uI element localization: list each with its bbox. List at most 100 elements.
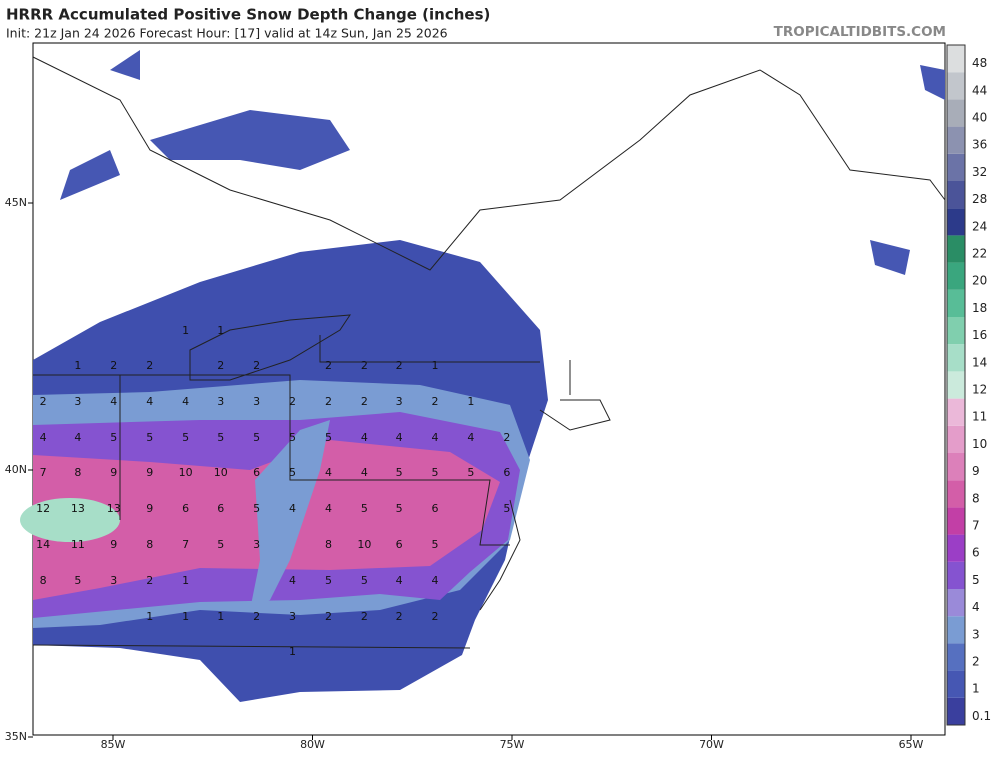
snow-value: 2 — [431, 610, 438, 623]
snow-value: 8 — [146, 538, 153, 551]
snow-value: 5 — [74, 574, 81, 587]
snow-value: 2 — [217, 359, 224, 372]
colorbar-label: 0.1 — [972, 709, 991, 723]
snow-value: 4 — [110, 395, 117, 408]
colorbar-label: 20 — [972, 274, 987, 288]
colorbar-swatch — [947, 45, 965, 73]
snow-value: 6 — [396, 538, 403, 551]
snow-value: 3 — [253, 538, 260, 551]
snow-value: 5 — [396, 466, 403, 479]
colorbar-swatch — [947, 561, 965, 589]
snow-value: 5 — [110, 431, 117, 444]
site: TROPICALTIDBITS.COM — [774, 24, 946, 40]
colorbar-label: 9 — [972, 464, 980, 478]
lon-label: 65W — [899, 738, 924, 751]
colorbar-swatch — [947, 344, 965, 372]
lon-label: 70W — [699, 738, 724, 751]
colorbar-swatch — [947, 153, 965, 181]
snow-value: 13 — [71, 502, 85, 515]
snow-value: 10 — [357, 538, 371, 551]
lat-label: 35N — [5, 730, 27, 743]
snow-value: 1 — [217, 324, 224, 337]
snow-value: 4 — [396, 431, 403, 444]
lat-label: 40N — [5, 463, 27, 476]
snow-value: 1 — [467, 395, 474, 408]
snow-value: 4 — [74, 431, 81, 444]
colorbar-swatch — [947, 181, 965, 209]
snow-value: 2 — [146, 574, 153, 587]
snow-value: 2 — [396, 359, 403, 372]
snow-value: 7 — [182, 538, 189, 551]
snow-value: 4 — [361, 466, 368, 479]
snow-value: 12 — [36, 502, 50, 515]
colorbar-swatch — [947, 208, 965, 236]
colorbar-swatch — [947, 425, 965, 453]
subtitle: Init: 21z Jan 24 2026 Forecast Hour: [17… — [6, 26, 448, 41]
snow-value: 1 — [146, 610, 153, 623]
snow-value: 4 — [325, 502, 332, 515]
colorbar-swatch — [947, 643, 965, 671]
snow-value: 2 — [253, 359, 260, 372]
colorbar-label: 22 — [972, 247, 987, 261]
colorbar-label: 16 — [972, 328, 987, 342]
colorbar-label: 44 — [972, 83, 987, 97]
colorbar-swatch — [947, 371, 965, 399]
snow-value: 3 — [396, 395, 403, 408]
snow-value: 1 — [182, 574, 189, 587]
snow-value: 5 — [361, 502, 368, 515]
lon-label: 80W — [300, 738, 325, 751]
snow-value: 2 — [361, 359, 368, 372]
colorbar: 0.11234567891011121416182022242832364044… — [946, 44, 991, 726]
boundaries — [32, 56, 946, 649]
colorbar-frame — [946, 44, 966, 726]
snow-value: 7 — [40, 466, 47, 479]
snow-value: 4 — [431, 431, 438, 444]
map — [20, 42, 946, 736]
snow-value: 1 — [74, 359, 81, 372]
snow-value: 1 — [431, 359, 438, 372]
snow-value: 5 — [431, 538, 438, 551]
title: HRRR Accumulated Positive Snow Depth Cha… — [6, 6, 490, 24]
colorbar-label: 14 — [972, 355, 987, 369]
snow-value: 5 — [182, 431, 189, 444]
snow-value: 2 — [325, 359, 332, 372]
colorbar-label: 4 — [972, 600, 980, 614]
snow-value: 14 — [36, 538, 50, 551]
colorbar-label: 28 — [972, 192, 987, 206]
colorbar-swatch — [947, 453, 965, 481]
snow-value: 10 — [179, 466, 193, 479]
snow-value: 3 — [253, 395, 260, 408]
colorbar-swatch — [947, 507, 965, 535]
snow-value: 8 — [74, 466, 81, 479]
snow-value: 5 — [396, 502, 403, 515]
snow-value: 1 — [289, 645, 296, 658]
snow-value: 9 — [146, 502, 153, 515]
colorbar-swatch — [947, 697, 965, 725]
snow-value: 5 — [217, 431, 224, 444]
snow-value: 5 — [289, 431, 296, 444]
colorbar-label: 24 — [972, 219, 987, 233]
snow-value: 11 — [71, 538, 85, 551]
snow-value: 2 — [146, 359, 153, 372]
snow-value: 6 — [182, 502, 189, 515]
snow-value: 4 — [40, 431, 47, 444]
snow-value: 8 — [40, 574, 47, 587]
colorbar-label: 36 — [972, 138, 987, 152]
snow-value: 4 — [289, 502, 296, 515]
colorbar-label: 32 — [972, 165, 987, 179]
snow-value: 2 — [110, 359, 117, 372]
snow-value: 6 — [431, 502, 438, 515]
colorbar-label: 3 — [972, 627, 980, 641]
snow-value: 5 — [325, 574, 332, 587]
colorbar-label: 40 — [972, 111, 987, 125]
snow-value: 4 — [467, 431, 474, 444]
snow-value: 3 — [110, 574, 117, 587]
snow-value: 5 — [431, 466, 438, 479]
snow-value: 2 — [503, 431, 510, 444]
snow-value: 9 — [110, 538, 117, 551]
snow-value: 6 — [253, 466, 260, 479]
snow-value: 4 — [361, 431, 368, 444]
snow-area — [20, 498, 120, 542]
snow-value: 4 — [396, 574, 403, 587]
